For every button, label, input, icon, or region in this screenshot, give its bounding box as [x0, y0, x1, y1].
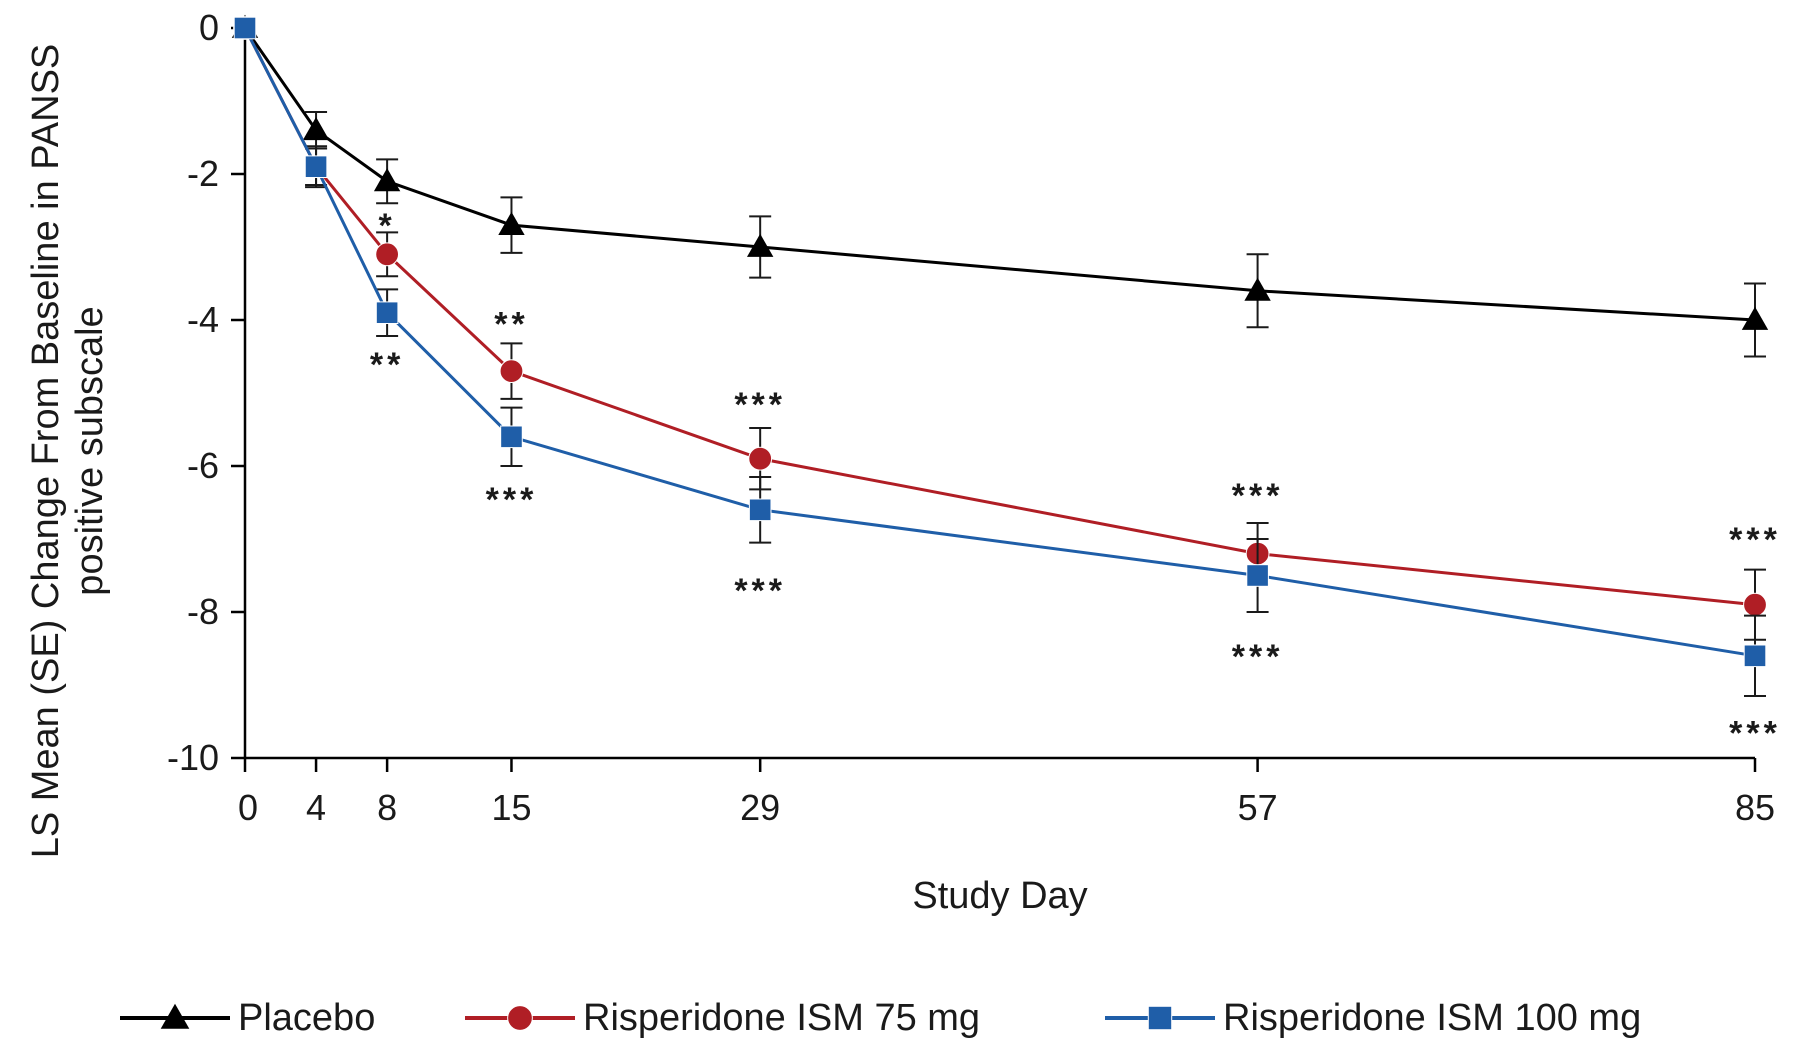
x-tick-label: 29 [740, 787, 780, 828]
significance-marker: *** [1729, 521, 1781, 559]
x-tick-label: 8 [377, 787, 397, 828]
data-point [302, 117, 330, 141]
y-tick-label: -10 [167, 737, 219, 778]
legend: Placebo Risperidone ISM 75 mg Risperidone … [120, 997, 1641, 1039]
y-tick-label: -8 [187, 591, 219, 632]
series-placebo [231, 14, 1769, 358]
data-point [748, 446, 773, 471]
y-axis-title-line: LS Mean (SE) Change From Baseline in PAN… [25, 44, 67, 859]
legend-item: Placebo [120, 997, 375, 1039]
series-line [243, 27, 1756, 658]
data-point [746, 233, 774, 257]
data-point [304, 155, 328, 178]
data-point [748, 498, 772, 522]
y-tick-label: -6 [187, 445, 219, 486]
y-tick-label: -2 [187, 153, 219, 194]
data-point [499, 359, 524, 384]
data-point [498, 211, 525, 235]
y-axis-ticks: 0 -2 -4 -6 -8 -10 [167, 7, 245, 778]
significance-annotations: ************************** [370, 207, 1781, 752]
data-point [500, 425, 523, 449]
y-axis-title-line: positive subscale [69, 306, 111, 595]
data-point [233, 16, 257, 40]
data-point [1741, 306, 1769, 330]
y-axis-title: LS Mean (SE) Change From Baseline in PAN… [25, 44, 111, 859]
x-tick-label: 15 [491, 787, 531, 828]
legend-marker [160, 1003, 190, 1029]
data-point [1246, 564, 1269, 587]
data-point [373, 168, 401, 192]
legend-marker [1147, 1005, 1173, 1031]
legend-label: Placebo [238, 997, 375, 1039]
series-line [243, 27, 1756, 322]
significance-marker: *** [486, 481, 538, 519]
significance-marker: *** [734, 572, 786, 610]
legend-marker [507, 1005, 533, 1031]
legend-item: Risperidone ISM 75 mg [465, 997, 980, 1039]
axes [243, 28, 1755, 760]
significance-marker: *** [1729, 714, 1781, 752]
data-point [375, 301, 399, 324]
x-tick-label: 4 [306, 787, 326, 828]
series-line [243, 27, 1756, 607]
y-tick-label: 0 [199, 7, 219, 48]
x-tick-label: 85 [1735, 787, 1775, 828]
x-tick-label: 57 [1238, 787, 1278, 828]
data-point [375, 242, 400, 267]
x-axis-ticks: 0 4 8 15 29 57 85 [238, 758, 1775, 828]
x-tick-label: 0 [238, 787, 258, 828]
y-tick-label: -4 [187, 299, 219, 340]
data-point [1743, 644, 1767, 668]
series-risperidone-ism-100-mg [233, 16, 1767, 697]
series-layer [231, 14, 1769, 697]
x-axis-title: Study Day [912, 875, 1087, 917]
legend-label: Risperidone ISM 75 mg [583, 997, 980, 1039]
significance-marker: *** [734, 386, 786, 424]
data-point [1244, 277, 1271, 301]
significance-marker: *** [1232, 638, 1284, 676]
significance-marker: *** [1232, 477, 1284, 515]
legend-item: Risperidone ISM 100 mg [1105, 997, 1641, 1039]
significance-marker: ** [494, 306, 528, 344]
data-point [1743, 592, 1767, 617]
series-risperidone-ism-75-mg [233, 16, 1767, 641]
legend-label: Risperidone ISM 100 mg [1223, 997, 1641, 1039]
significance-marker: * [379, 207, 396, 245]
significance-marker: ** [370, 346, 404, 384]
